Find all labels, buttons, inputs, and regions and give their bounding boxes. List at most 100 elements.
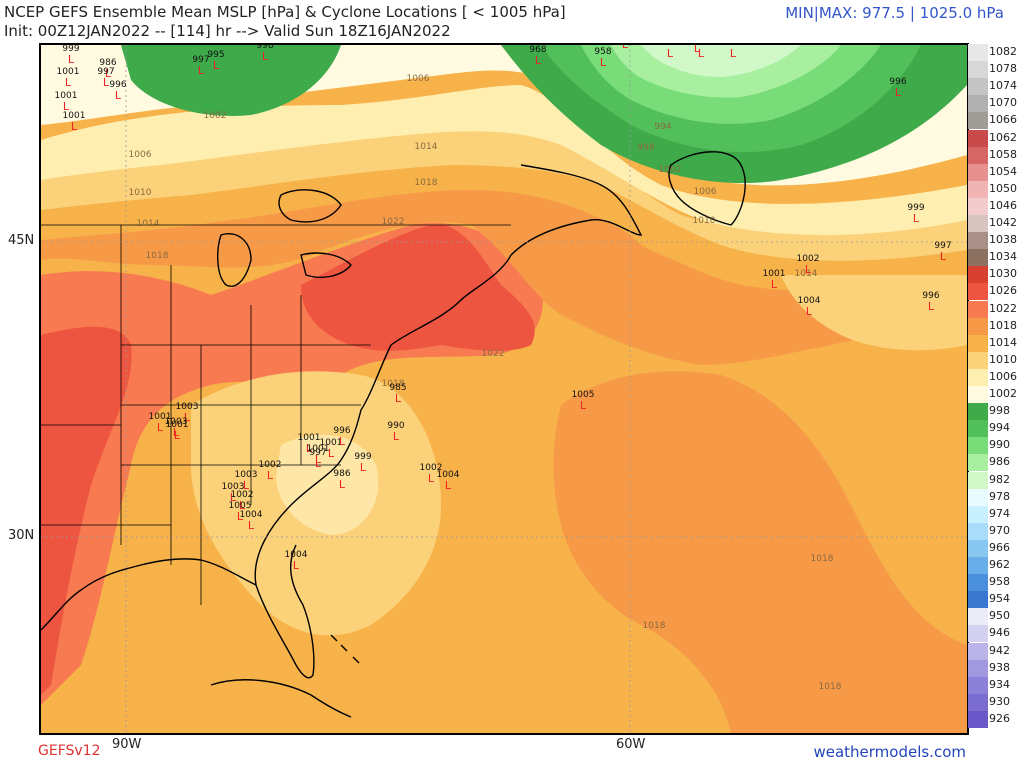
legend-swatch <box>968 351 988 369</box>
cyclone-pressure-label: 999 <box>354 452 371 462</box>
cyclone-pressure-label: 1001 <box>298 433 321 443</box>
cyclone-low-marker: L <box>68 53 75 66</box>
isobar-label: 1018 <box>643 621 666 631</box>
legend-entry: 1062 <box>968 129 1020 147</box>
legend-label: 1026 <box>989 284 1017 298</box>
legend-entry: 1070 <box>968 95 1020 113</box>
cyclone-low-marker: L <box>293 559 300 572</box>
cyclone-pressure-label: 1004 <box>285 550 308 560</box>
legend-entry: 938 <box>968 659 1020 677</box>
cyclone-low-marker: L <box>115 89 122 102</box>
cyclone-pressure-label: 998 <box>256 45 273 51</box>
cyclone-low-marker: L <box>698 47 705 60</box>
isobar-label: 1018 <box>819 682 842 692</box>
isobar-label: 1006 <box>129 150 152 160</box>
legend-swatch <box>968 625 988 643</box>
cyclone-low-marker: L <box>667 47 674 60</box>
cyclone-low-marker: L <box>771 278 778 291</box>
legend-entry: 946 <box>968 625 1020 643</box>
legend-entry: 1030 <box>968 266 1020 284</box>
cyclone-low-marker: L <box>306 442 313 455</box>
cyclone-low-marker: L <box>262 50 269 63</box>
cyclone-low-marker: L <box>213 59 220 72</box>
cyclone-pressure-label: 995 <box>207 50 224 60</box>
legend-entry: 1002 <box>968 386 1020 403</box>
fill-1006-north <box>41 85 967 235</box>
fill-982-low <box>641 45 801 77</box>
fill-1026-northeast <box>301 224 535 351</box>
legend-entry: 954 <box>968 591 1020 609</box>
cyclone-low-marker: L <box>315 453 322 466</box>
cyclone-pressure-label: 1003 <box>165 417 188 427</box>
legend-entry: 994 <box>968 420 1020 438</box>
legend-label: 1058 <box>989 147 1017 161</box>
legend-label: 954 <box>989 592 1010 606</box>
legend-label: 966 <box>989 540 1010 554</box>
map-canvas: 1006 1002 1006 1010 1014 1018 1014 1018 1022 1022… <box>41 45 967 733</box>
cyclone-pressure-label: 1001 <box>55 91 78 101</box>
great-lakes <box>217 189 352 287</box>
cyclone-pressure-label: 958 <box>594 47 611 57</box>
legend-entry: 978 <box>968 488 1020 506</box>
legend-swatch <box>968 437 988 455</box>
cyclone-pressure-label: 1004 <box>240 510 263 520</box>
legend-swatch <box>968 574 988 592</box>
legend-swatch <box>968 129 988 147</box>
legend-entry: 934 <box>968 676 1020 694</box>
cyclone-pressure-label: 996 <box>333 426 350 436</box>
cyclone-low-marker: L <box>360 461 367 474</box>
legend-swatch <box>968 659 988 677</box>
legend-label: 982 <box>989 472 1010 486</box>
legend-entry: 958 <box>968 574 1020 592</box>
legend-entry: 982 <box>968 471 1020 489</box>
legend-swatch <box>968 163 988 181</box>
legend-entry: 1022 <box>968 300 1020 318</box>
legend-label: 1082 <box>989 45 1017 58</box>
cyclone-pressure-label: 960 <box>692 45 709 48</box>
cyclone-low-marker: L <box>339 435 346 448</box>
legend-swatch <box>968 539 988 557</box>
mslp-map[interactable]: 1006 1002 1006 1010 1014 1018 1014 1018 1022 1022… <box>39 43 969 735</box>
lat-label-45n: 45N <box>8 233 35 248</box>
legend-label: 1018 <box>989 318 1017 332</box>
legend-label: 942 <box>989 643 1010 657</box>
cyclone-low-marker: L <box>328 447 335 460</box>
legend-swatch <box>968 693 988 711</box>
legend-entry: 998 <box>968 403 1020 421</box>
cyclone-pressure-label: 968 <box>529 45 546 55</box>
legend-swatch <box>968 215 988 232</box>
fill-1010-north <box>41 130 967 261</box>
cyclone-low-marker: L <box>730 47 737 60</box>
cyclone-pressure-label: 1001 <box>307 444 330 454</box>
legend-label: 978 <box>989 489 1010 503</box>
cyclone-low-marker: L <box>395 392 402 405</box>
legend-swatch <box>968 300 988 318</box>
legend-label: 994 <box>989 421 1010 435</box>
legend-entry: 1066 <box>968 112 1020 130</box>
cyclone-low-marker: L <box>445 479 452 492</box>
cyclone-pressure-label: 1001 <box>166 420 189 430</box>
cyclone-pressure-label: 1004 <box>798 296 821 306</box>
isobar-label: 1022 <box>482 349 505 359</box>
lat-label-30n: 30N <box>8 528 35 543</box>
cyclone-low-marker: L <box>940 250 947 263</box>
cyclone-low-marker: L <box>267 469 274 482</box>
cyclone-low-marker: L <box>105 67 112 80</box>
cyclone-pressure-label: 1004 <box>437 470 460 480</box>
legend-entry: 970 <box>968 522 1020 540</box>
newfoundland <box>668 151 746 226</box>
legend-swatch <box>968 557 988 574</box>
legend-swatch <box>968 317 988 335</box>
gulf-coast <box>41 558 257 631</box>
legend-label: 1002 <box>989 387 1017 400</box>
cyclone-low-marker: L <box>248 519 255 532</box>
bahamas <box>330 634 360 664</box>
site-label[interactable]: weathermodels.com <box>813 743 966 761</box>
legend-entry: 962 <box>968 557 1020 574</box>
fill-998-northwest <box>121 45 341 116</box>
isobar-label: 1014 <box>137 219 160 229</box>
legend-swatch <box>968 266 988 284</box>
legend-swatch <box>968 608 988 626</box>
legend-swatch <box>968 591 988 609</box>
